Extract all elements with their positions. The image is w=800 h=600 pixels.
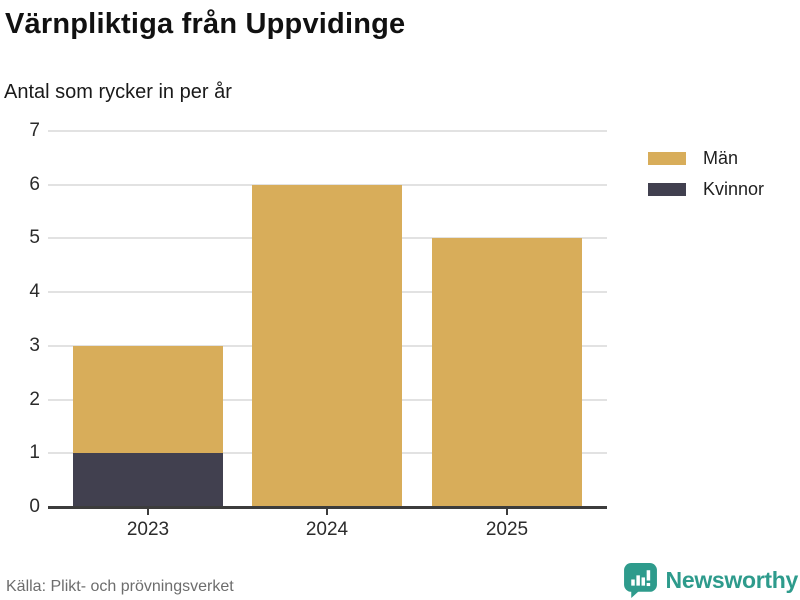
x-tick — [147, 509, 149, 515]
brand-logo: Newsworthy — [622, 562, 798, 599]
y-tick-label: 5 — [29, 227, 40, 249]
x-tick-label: 2023 — [126, 519, 170, 540]
y-tick-label: 3 — [29, 334, 40, 356]
x-tick — [326, 509, 328, 515]
bar-segment-män-2025 — [432, 238, 582, 507]
brand-name: Newsworthy — [665, 567, 799, 593]
legend-item-män: Män — [648, 148, 764, 169]
chart-subtitle: Antal som rycker in per år — [4, 81, 232, 103]
gridline — [48, 130, 607, 132]
bar-segment-män-2024 — [252, 184, 402, 507]
y-tick-label: 4 — [29, 281, 40, 303]
y-tick-label: 2 — [29, 388, 40, 410]
x-tick — [506, 509, 508, 515]
bar-segment-kvinnor-2023 — [73, 453, 223, 507]
x-axis-line — [48, 506, 607, 509]
y-tick-label: 0 — [29, 496, 40, 517]
y-tick-label: 6 — [29, 173, 40, 195]
source-note: Källa: Plikt- och prövningsverket — [6, 578, 234, 595]
bar-segment-män-2023 — [73, 345, 223, 454]
chart-title: Värnpliktiga från Uppvidinge — [5, 8, 406, 40]
y-tick-label: 7 — [29, 120, 40, 141]
x-tick-label: 2024 — [305, 519, 349, 540]
legend-swatch — [648, 183, 686, 196]
legend: Män Kvinnor — [648, 148, 764, 210]
gridline — [48, 183, 607, 186]
x-tick-label: 2025 — [485, 519, 529, 540]
legend-swatch — [648, 152, 686, 165]
plot-area — [48, 130, 607, 507]
newsworthy-logo-icon — [623, 563, 657, 598]
y-tick-label: 1 — [29, 442, 40, 464]
legend-item-kvinnor: Kvinnor — [648, 179, 764, 200]
legend-label: Kvinnor — [703, 179, 765, 199]
legend-label: Män — [703, 148, 739, 168]
